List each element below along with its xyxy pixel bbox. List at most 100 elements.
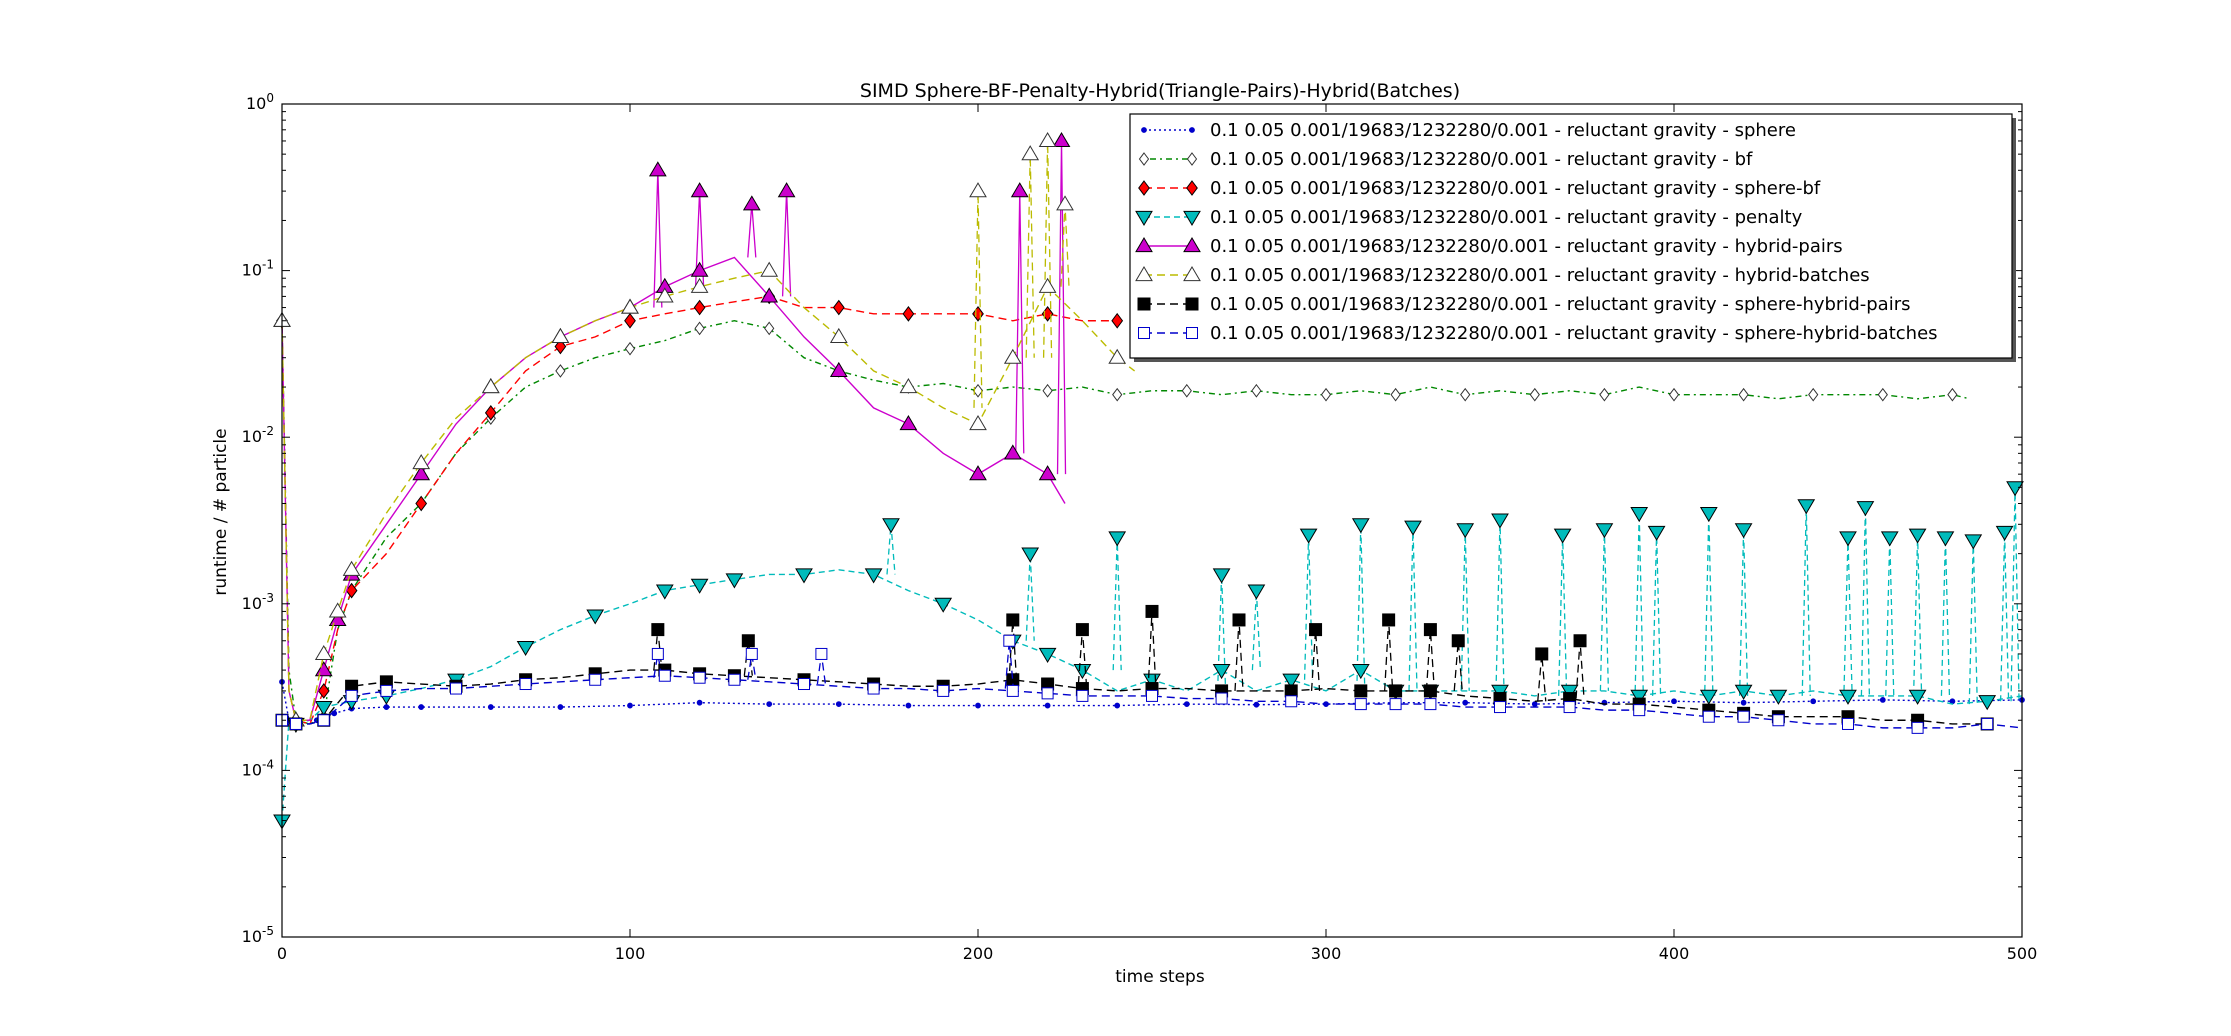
series-spike-6-6 xyxy=(1310,629,1321,691)
series-point-5-8 xyxy=(412,454,431,470)
y-tick-label-3: 10-2 xyxy=(242,424,274,446)
series-point-3-20 xyxy=(864,568,883,584)
legend-marker-a-0 xyxy=(1141,127,1147,133)
series-point-0-18 xyxy=(1183,701,1190,708)
series-spike-6-2 xyxy=(1008,619,1018,685)
series-point-7-30 xyxy=(1215,692,1228,705)
series-point-6-36 xyxy=(1423,684,1437,698)
series-spike-3-15 xyxy=(1738,529,1749,696)
series-spike-3-20 xyxy=(1912,534,1923,696)
series-point-7-10 xyxy=(519,678,532,691)
series-point-4-25 xyxy=(1003,444,1022,460)
series-point-6-34 xyxy=(1354,684,1368,698)
series-point-0-28 xyxy=(1879,696,1886,703)
series-point-3-14 xyxy=(655,584,674,600)
series-point-7-15 xyxy=(693,671,706,684)
series-point-2-8 xyxy=(415,495,428,512)
series-spike-6-5 xyxy=(1234,619,1244,691)
series-point-7-20 xyxy=(867,682,880,695)
series-spike-3-14 xyxy=(1704,513,1714,691)
series-point-4-8 xyxy=(412,465,431,481)
series-point-7-28 xyxy=(1146,689,1158,702)
series-spike-point-3-18 xyxy=(1856,501,1875,517)
legend-marker-a-4 xyxy=(1135,237,1153,253)
series-point-7-22 xyxy=(937,684,950,697)
series-3 xyxy=(273,481,2024,830)
series-spike-point-5-0 xyxy=(969,182,987,198)
series-point-2-16 xyxy=(693,299,706,316)
y-tick-label-2: 10-3 xyxy=(242,591,274,613)
series-spike-7-3 xyxy=(1004,640,1014,689)
series-point-5-16 xyxy=(690,277,709,293)
series-point-5-14 xyxy=(621,298,639,314)
series-point-5-10 xyxy=(481,378,500,394)
series-point-0-6 xyxy=(383,704,390,710)
series-point-2-10 xyxy=(484,405,497,421)
series-point-1-44 xyxy=(1668,387,1680,402)
series-spike-6-10 xyxy=(1537,653,1547,702)
series-point-1-48 xyxy=(1808,387,1819,402)
series-point-3-50 xyxy=(1908,689,1927,705)
legend-marker-a-2 xyxy=(1138,180,1150,196)
series-spike-point-3-12 xyxy=(1630,507,1649,523)
series-spike-point-5-2 xyxy=(1038,131,1057,148)
series-point-4-22 xyxy=(899,415,918,431)
series-spike-6-7 xyxy=(1383,619,1394,691)
y-tick-label-4: 10-1 xyxy=(242,258,274,280)
series-spike-4-2 xyxy=(747,204,757,258)
series-spike-point-6-1 xyxy=(741,634,755,648)
series-spike-3-21 xyxy=(1940,537,1951,696)
series-point-0-12 xyxy=(766,701,773,708)
series-point-4-4 xyxy=(314,661,333,677)
legend-label-1: 0.1 0.05 0.001/19683/1232280/0.001 - rel… xyxy=(1210,149,1753,170)
series-point-5-5 xyxy=(328,602,347,618)
x-axis-label: time steps xyxy=(1115,967,1205,987)
series-point-2-22 xyxy=(902,306,915,322)
legend-marker-b-3 xyxy=(1183,210,1201,226)
series-point-3-12 xyxy=(586,609,605,625)
x-axis-ticks: 0 100 200 300 400 500 xyxy=(277,104,2037,963)
series-point-3-34 xyxy=(1351,663,1370,680)
series-spike-3-17 xyxy=(1843,537,1853,691)
series-spike-5-2 xyxy=(1042,140,1053,358)
series-point-1-46 xyxy=(1738,387,1749,402)
y-tick-label-5: 100 xyxy=(246,91,274,113)
series-point-7-35 xyxy=(1389,698,1402,711)
legend-label-7: 0.1 0.05 0.001/19683/1232280/0.001 - rel… xyxy=(1210,323,1938,344)
series-spike-3-12 xyxy=(1634,513,1644,691)
series-point-0-9 xyxy=(557,704,564,710)
series-point-1-16 xyxy=(694,321,705,336)
series-point-5-6 xyxy=(342,560,361,576)
series-spike-point-6-11 xyxy=(1573,634,1587,648)
series-spike-3-8 xyxy=(1460,529,1470,691)
series-spike-3-6 xyxy=(1356,524,1366,691)
series-point-0-13 xyxy=(835,701,842,708)
series-spike-point-4-4 xyxy=(1010,182,1029,198)
series-point-1-18 xyxy=(764,321,775,336)
series-point-6-35 xyxy=(1389,684,1403,698)
series-point-0-29 xyxy=(1949,698,1956,705)
series-spike-point-3-1 xyxy=(1021,547,1040,563)
series-point-2-24 xyxy=(972,306,984,322)
legend-marker-b-2 xyxy=(1186,180,1198,196)
series-point-5-22 xyxy=(899,378,918,394)
series-spike-4-5 xyxy=(1056,140,1067,475)
series-point-0-15 xyxy=(975,702,981,709)
series-point-7-12 xyxy=(589,673,602,686)
series-point-4-26 xyxy=(1038,465,1057,481)
series-point-5-24 xyxy=(969,415,987,431)
series-point-3-16 xyxy=(725,573,744,589)
series-point-7-5 xyxy=(345,689,358,702)
series-spike-point-3-8 xyxy=(1456,523,1475,539)
series-spike-point-4-1 xyxy=(690,182,709,198)
series-point-0-16 xyxy=(1044,702,1051,709)
series-line-5 xyxy=(281,269,1136,721)
series-4 xyxy=(273,131,1071,727)
series-point-0-19 xyxy=(1253,701,1260,708)
series-point-0-27 xyxy=(1810,698,1817,705)
series-point-3-32 xyxy=(1282,673,1301,689)
series-spike-3-9 xyxy=(1495,519,1505,691)
series-point-5-25 xyxy=(1003,348,1022,364)
